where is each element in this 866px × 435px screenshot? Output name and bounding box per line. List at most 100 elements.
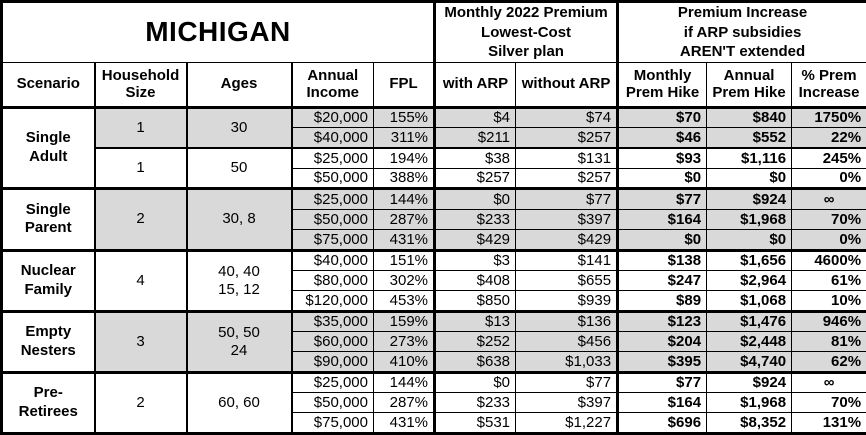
income-cell: $50,000 (290, 209, 374, 230)
with-arp-cell: $3 (433, 248, 517, 272)
monthly-hike-cell: $204 (616, 331, 708, 353)
fpl-cell: 159% (372, 309, 436, 333)
scenario-cell: Nuclear Family (1, 248, 95, 312)
header-fpl: FPL (372, 61, 436, 108)
header-household-size: Household Size (93, 61, 187, 108)
household-cell: 4 (93, 248, 187, 312)
pct-increase-cell: ∞ (791, 187, 866, 211)
header-with-arp: with ARP (433, 61, 517, 108)
table-row: $80,000 302% $408 $655 $247 $2,964 61% (2, 270, 866, 291)
header-ages: Ages (185, 61, 292, 108)
table-row: $50,000 287% $233 $397 $164 $1,968 70% (2, 392, 866, 414)
scenario-cell: Single Adult (1, 105, 95, 190)
annual-hike-cell: $1,476 (706, 309, 793, 333)
pct-increase-cell: 70% (791, 392, 866, 414)
pct-increase-cell: 4600% (791, 248, 866, 272)
without-arp-cell: $429 (515, 228, 619, 251)
annual-hike-cell: $552 (706, 127, 793, 149)
with-arp-cell: $850 (433, 289, 517, 312)
household-cell: 3 (93, 309, 187, 373)
without-arp-cell: $397 (515, 392, 619, 414)
scenario-cell: Empty Nesters (1, 309, 95, 373)
without-arp-cell: $77 (515, 187, 619, 211)
with-arp-cell: $638 (433, 351, 517, 373)
annual-hike-cell: $924 (706, 187, 793, 211)
annual-hike-cell: $924 (706, 370, 793, 394)
ages-cell: 30 (185, 105, 292, 149)
monthly-hike-cell: $247 (616, 270, 708, 291)
fpl-cell: 287% (372, 209, 436, 230)
household-cell: 1 (93, 105, 187, 149)
table-row: Single Parent 2 30, 8 $25,000 144% $0 $7… (1, 187, 866, 251)
with-arp-cell: $38 (433, 146, 517, 169)
table-row: $90,000 410% $638 $1,033 $395 $4,740 62% (2, 351, 866, 373)
income-cell: $25,000 (290, 146, 374, 169)
annual-hike-cell: $840 (706, 105, 793, 129)
fpl-cell: 431% (372, 228, 436, 251)
fpl-cell: 273% (372, 331, 436, 353)
fpl-cell: 311% (372, 127, 436, 149)
without-arp-cell: $136 (515, 309, 619, 333)
monthly-hike-cell: $0 (616, 228, 708, 251)
annual-hike-cell: $2,448 (706, 331, 793, 353)
with-arp-cell: $13 (433, 309, 517, 333)
monthly-hike-cell: $70 (616, 105, 708, 129)
fpl-cell: 155% (372, 105, 436, 129)
table-row: $75,000 431% $531 $1,227 $696 $8,352 131… (2, 412, 866, 434)
monthly-hike-cell: $46 (616, 127, 708, 149)
income-cell: $20,000 (290, 105, 374, 129)
fpl-cell: 144% (372, 370, 436, 394)
ages-cell: 60, 60 (185, 370, 292, 435)
income-cell: $40,000 (290, 248, 374, 272)
fpl-cell: 388% (372, 167, 436, 190)
with-arp-cell: $429 (433, 228, 517, 251)
pct-increase-cell: 0% (791, 167, 866, 190)
without-arp-cell: $257 (515, 167, 619, 190)
header-annual-income: Annual Income (290, 61, 374, 108)
pct-increase-cell: 22% (791, 127, 866, 149)
income-cell: $90,000 (290, 351, 374, 373)
pct-increase-cell: 946% (791, 309, 866, 333)
income-cell: $40,000 (290, 127, 374, 149)
income-cell: $75,000 (290, 412, 374, 434)
fpl-cell: 302% (372, 270, 436, 291)
with-arp-cell: $233 (433, 209, 517, 230)
pct-increase-cell: 10% (791, 289, 866, 312)
monthly-hike-cell: $77 (616, 187, 708, 211)
scenario-cell: Pre- Retirees (1, 370, 95, 435)
header-without-arp: without ARP (515, 61, 619, 108)
pct-increase-cell: ∞ (791, 370, 866, 394)
monthly-hike-cell: $77 (616, 370, 708, 394)
header-annual-prem-hike: Annual Prem Hike (706, 61, 793, 108)
header-monthly-prem-hike: Monthly Prem Hike (616, 61, 708, 108)
without-arp-cell: $1,227 (515, 412, 619, 434)
annual-hike-cell: $1,968 (706, 209, 793, 230)
without-arp-cell: $397 (515, 209, 619, 230)
fpl-cell: 151% (372, 248, 436, 272)
monthly-hike-cell: $138 (616, 248, 708, 272)
table-row: Single Adult 1 30 $20,000 155% $4 $74 $7… (1, 105, 866, 190)
fpl-cell: 144% (372, 187, 436, 211)
ages-cell: 50 (185, 146, 292, 190)
income-cell: $25,000 (290, 370, 374, 394)
without-arp-cell: $141 (515, 248, 619, 272)
without-arp-cell: $655 (515, 270, 619, 291)
fpl-cell: 431% (372, 412, 436, 434)
fpl-cell: 194% (372, 146, 436, 169)
pct-increase-cell: 245% (791, 146, 866, 169)
increase-block-header: Premium Increase if ARP subsidies AREN'T… (616, 1, 866, 63)
table-row: $50,000 287% $233 $397 $164 $1,968 70% (2, 209, 866, 230)
annual-hike-cell: $1,068 (706, 289, 793, 312)
annual-hike-cell: $8,352 (706, 412, 793, 434)
with-arp-cell: $257 (433, 167, 517, 190)
with-arp-cell: $233 (433, 392, 517, 414)
income-cell: $75,000 (290, 228, 374, 251)
income-cell: $25,000 (290, 187, 374, 211)
header-scenario: Scenario (1, 61, 95, 108)
fpl-cell: 410% (372, 351, 436, 373)
without-arp-cell: $77 (515, 370, 619, 394)
household-cell: 1 (93, 146, 187, 190)
annual-hike-cell: $1,968 (706, 392, 793, 414)
table-row: $60,000 273% $252 $456 $204 $2,448 81% (2, 331, 866, 353)
monthly-hike-cell: $89 (616, 289, 708, 312)
